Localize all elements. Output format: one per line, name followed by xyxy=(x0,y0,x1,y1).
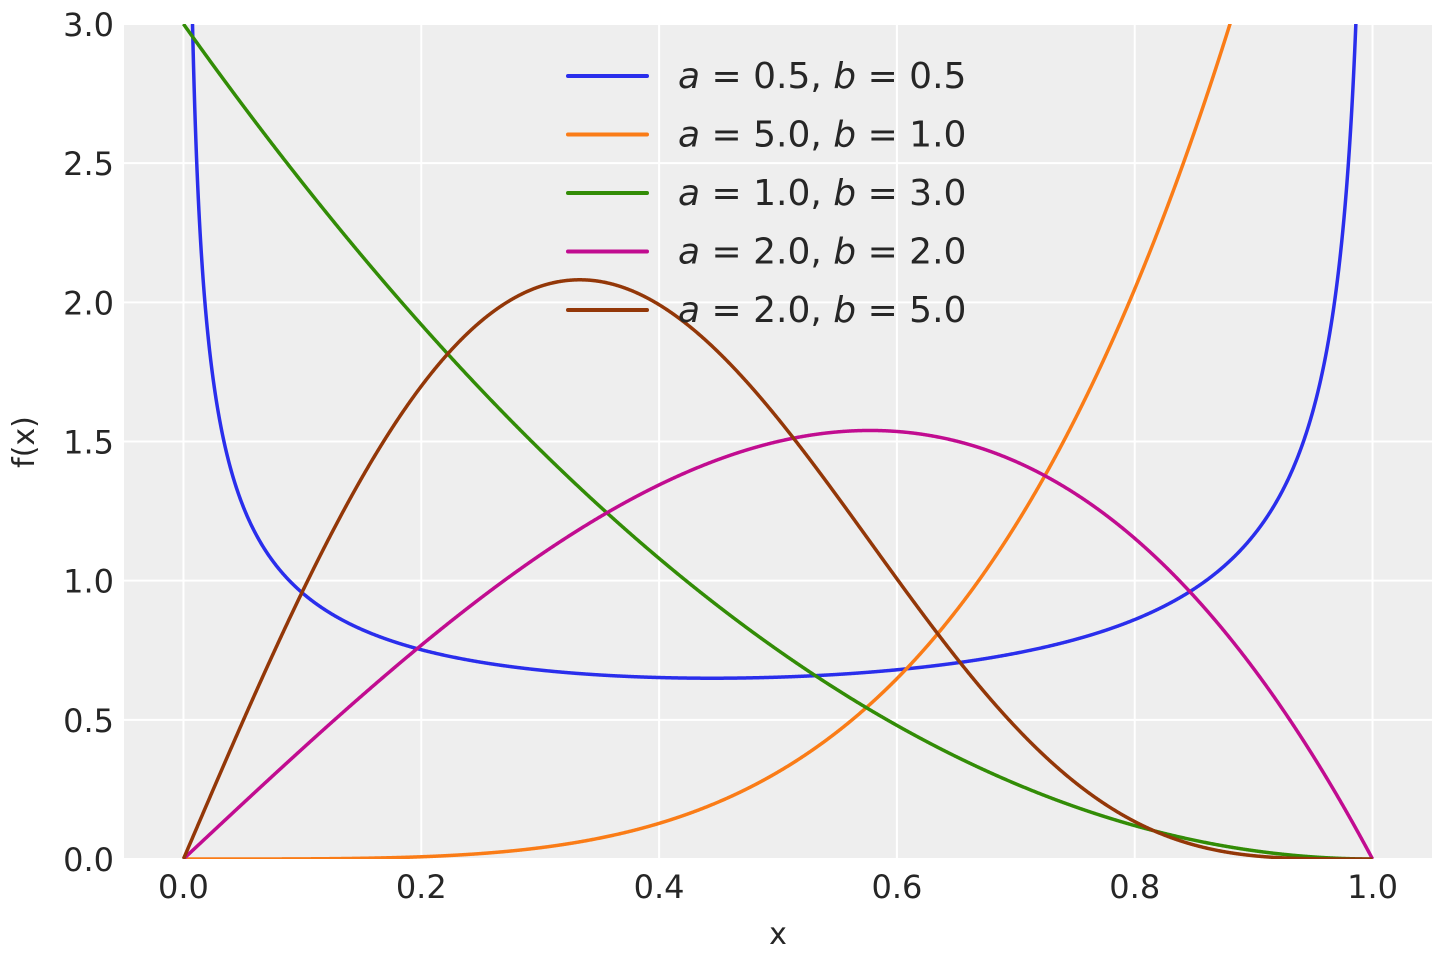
y-tick-label: 1.5 xyxy=(63,424,114,462)
legend-label: a = 5.0, b = 1.0 xyxy=(678,115,966,156)
y-tick-label: 2.5 xyxy=(63,145,114,183)
x-tick-label: 1.0 xyxy=(1347,868,1398,906)
tick-labels: 0.0 0.2 0.4 0.6 0.8 1.0 0.0 0.5 1.0 1.5 2.0 2.5 3.0 xyxy=(63,6,1398,906)
series-lines xyxy=(181,24,1375,859)
series-line-3 xyxy=(182,428,1375,859)
x-tick-label: 0.4 xyxy=(634,868,685,906)
x-tick-label: 0.8 xyxy=(1109,868,1160,906)
legend-label: a = 2.0, b = 2.0 xyxy=(678,232,966,273)
y-tick-label: 2.0 xyxy=(63,284,114,322)
x-tick-label: 0.6 xyxy=(871,868,922,906)
y-axis-label: f(x) xyxy=(7,416,42,468)
legend-label: a = 2.0, b = 5.0 xyxy=(678,290,966,331)
y-tick-label: 3.0 xyxy=(63,6,114,44)
series-line-4 xyxy=(181,278,1373,859)
legend-label: a = 1.0, b = 3.0 xyxy=(678,173,966,214)
x-axis-label: x xyxy=(769,917,787,952)
y-tick-label: 0.5 xyxy=(63,702,114,740)
legend-label: a = 0.5, b = 0.5 xyxy=(678,56,966,97)
y-tick-label: 0.0 xyxy=(63,841,114,879)
series-line-0 xyxy=(190,24,1358,680)
x-tick-label: 0.0 xyxy=(158,868,209,906)
y-tick-label: 1.0 xyxy=(63,563,114,601)
series-line-2 xyxy=(182,24,1373,859)
series-line-1 xyxy=(183,24,1232,859)
legend: a = 0.5, b = 0.5 a = 5.0, b = 1.0 a = 1.0,… xyxy=(566,56,966,331)
x-tick-label: 0.2 xyxy=(396,868,447,906)
